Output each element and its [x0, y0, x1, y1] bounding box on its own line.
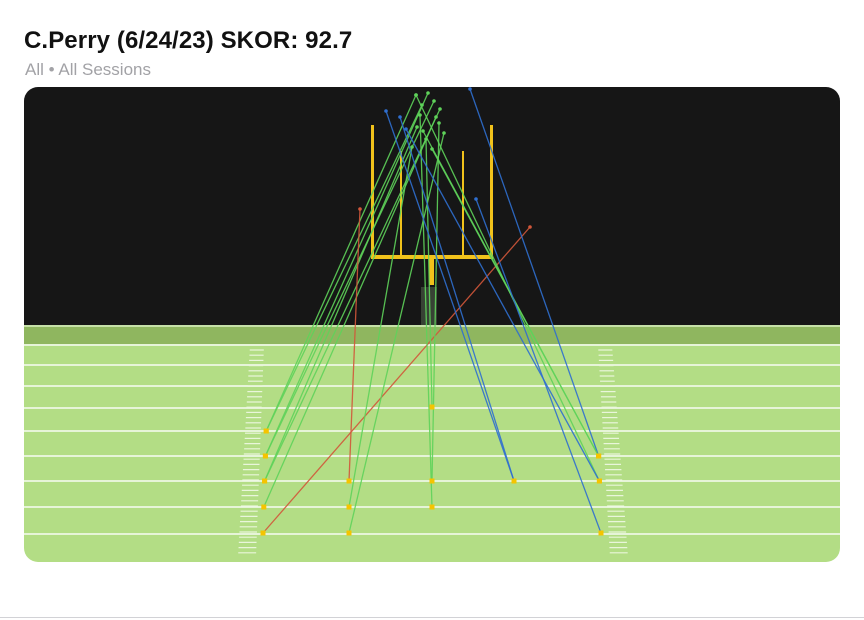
kick-spot	[511, 478, 517, 484]
sessions-label[interactable]: All Sessions	[58, 60, 151, 79]
kick-end-point	[434, 115, 438, 119]
kick-path	[348, 146, 413, 508]
kick-spot	[429, 478, 435, 484]
kick-end-point	[421, 129, 425, 133]
kick-path	[425, 138, 433, 408]
kick-paths	[262, 87, 602, 534]
kick-spot	[598, 530, 604, 536]
kick-spot	[261, 504, 267, 510]
kick-path	[475, 198, 602, 534]
kick-end-point	[414, 93, 418, 97]
page-title: C.Perry (6/24/23) SKOR: 92.7	[24, 27, 353, 54]
kick-path	[399, 116, 515, 482]
kick-path	[419, 114, 433, 508]
kick-path	[348, 132, 445, 534]
kick-spot	[596, 478, 602, 484]
kick-path	[265, 104, 423, 432]
kick-end-point	[468, 87, 472, 91]
kick-end-point	[528, 225, 532, 229]
kick-field-chart	[24, 87, 840, 562]
grass-horizon	[24, 325, 840, 344]
hash-marks	[238, 349, 628, 554]
kick-spot	[429, 504, 435, 510]
kick-end-point	[438, 107, 442, 111]
kick-end-point	[410, 145, 414, 149]
kick-end-point	[474, 197, 478, 201]
kick-path	[405, 128, 600, 482]
kick-path	[264, 126, 418, 482]
kick-path	[431, 122, 440, 482]
field-canvas	[24, 87, 840, 562]
kick-end-point	[358, 207, 362, 211]
kick-end-point	[437, 121, 441, 125]
goal-post-stem	[429, 257, 434, 285]
kick-end-point	[398, 115, 402, 119]
kick-path	[469, 88, 600, 457]
kick-path	[264, 108, 441, 482]
kick-spot	[346, 530, 352, 536]
kick-spot	[596, 453, 602, 459]
goal-post-back-left-upright	[400, 151, 402, 257]
kick-path	[263, 116, 437, 508]
kick-end-point	[432, 99, 436, 103]
filter-separator: •	[48, 60, 55, 79]
bottom-divider	[0, 617, 864, 618]
goal-post-right-upright	[490, 125, 493, 257]
kick-path	[348, 208, 361, 482]
kick-path	[385, 110, 515, 482]
kick-end-point	[384, 109, 388, 113]
kick-spots	[260, 404, 604, 536]
kick-end-point	[426, 91, 430, 95]
kick-spot	[262, 478, 268, 484]
kick-path	[415, 94, 600, 482]
goal-post-crossbar	[371, 255, 493, 259]
kick-end-point	[442, 131, 446, 135]
kick-path	[265, 94, 417, 432]
filter-label[interactable]: All	[25, 60, 44, 79]
kick-spot	[260, 530, 266, 536]
kick-spot	[263, 428, 269, 434]
session-filter[interactable]: All • All Sessions	[25, 60, 151, 80]
kick-spot	[429, 404, 435, 410]
kick-end-point	[418, 113, 422, 117]
kick-spot	[346, 478, 352, 484]
kick-path	[262, 226, 531, 534]
kick-spot	[346, 504, 352, 510]
kick-end-point	[404, 127, 408, 131]
kick-path	[264, 100, 435, 457]
kick-spot	[262, 453, 268, 459]
kick-end-point	[415, 125, 419, 129]
